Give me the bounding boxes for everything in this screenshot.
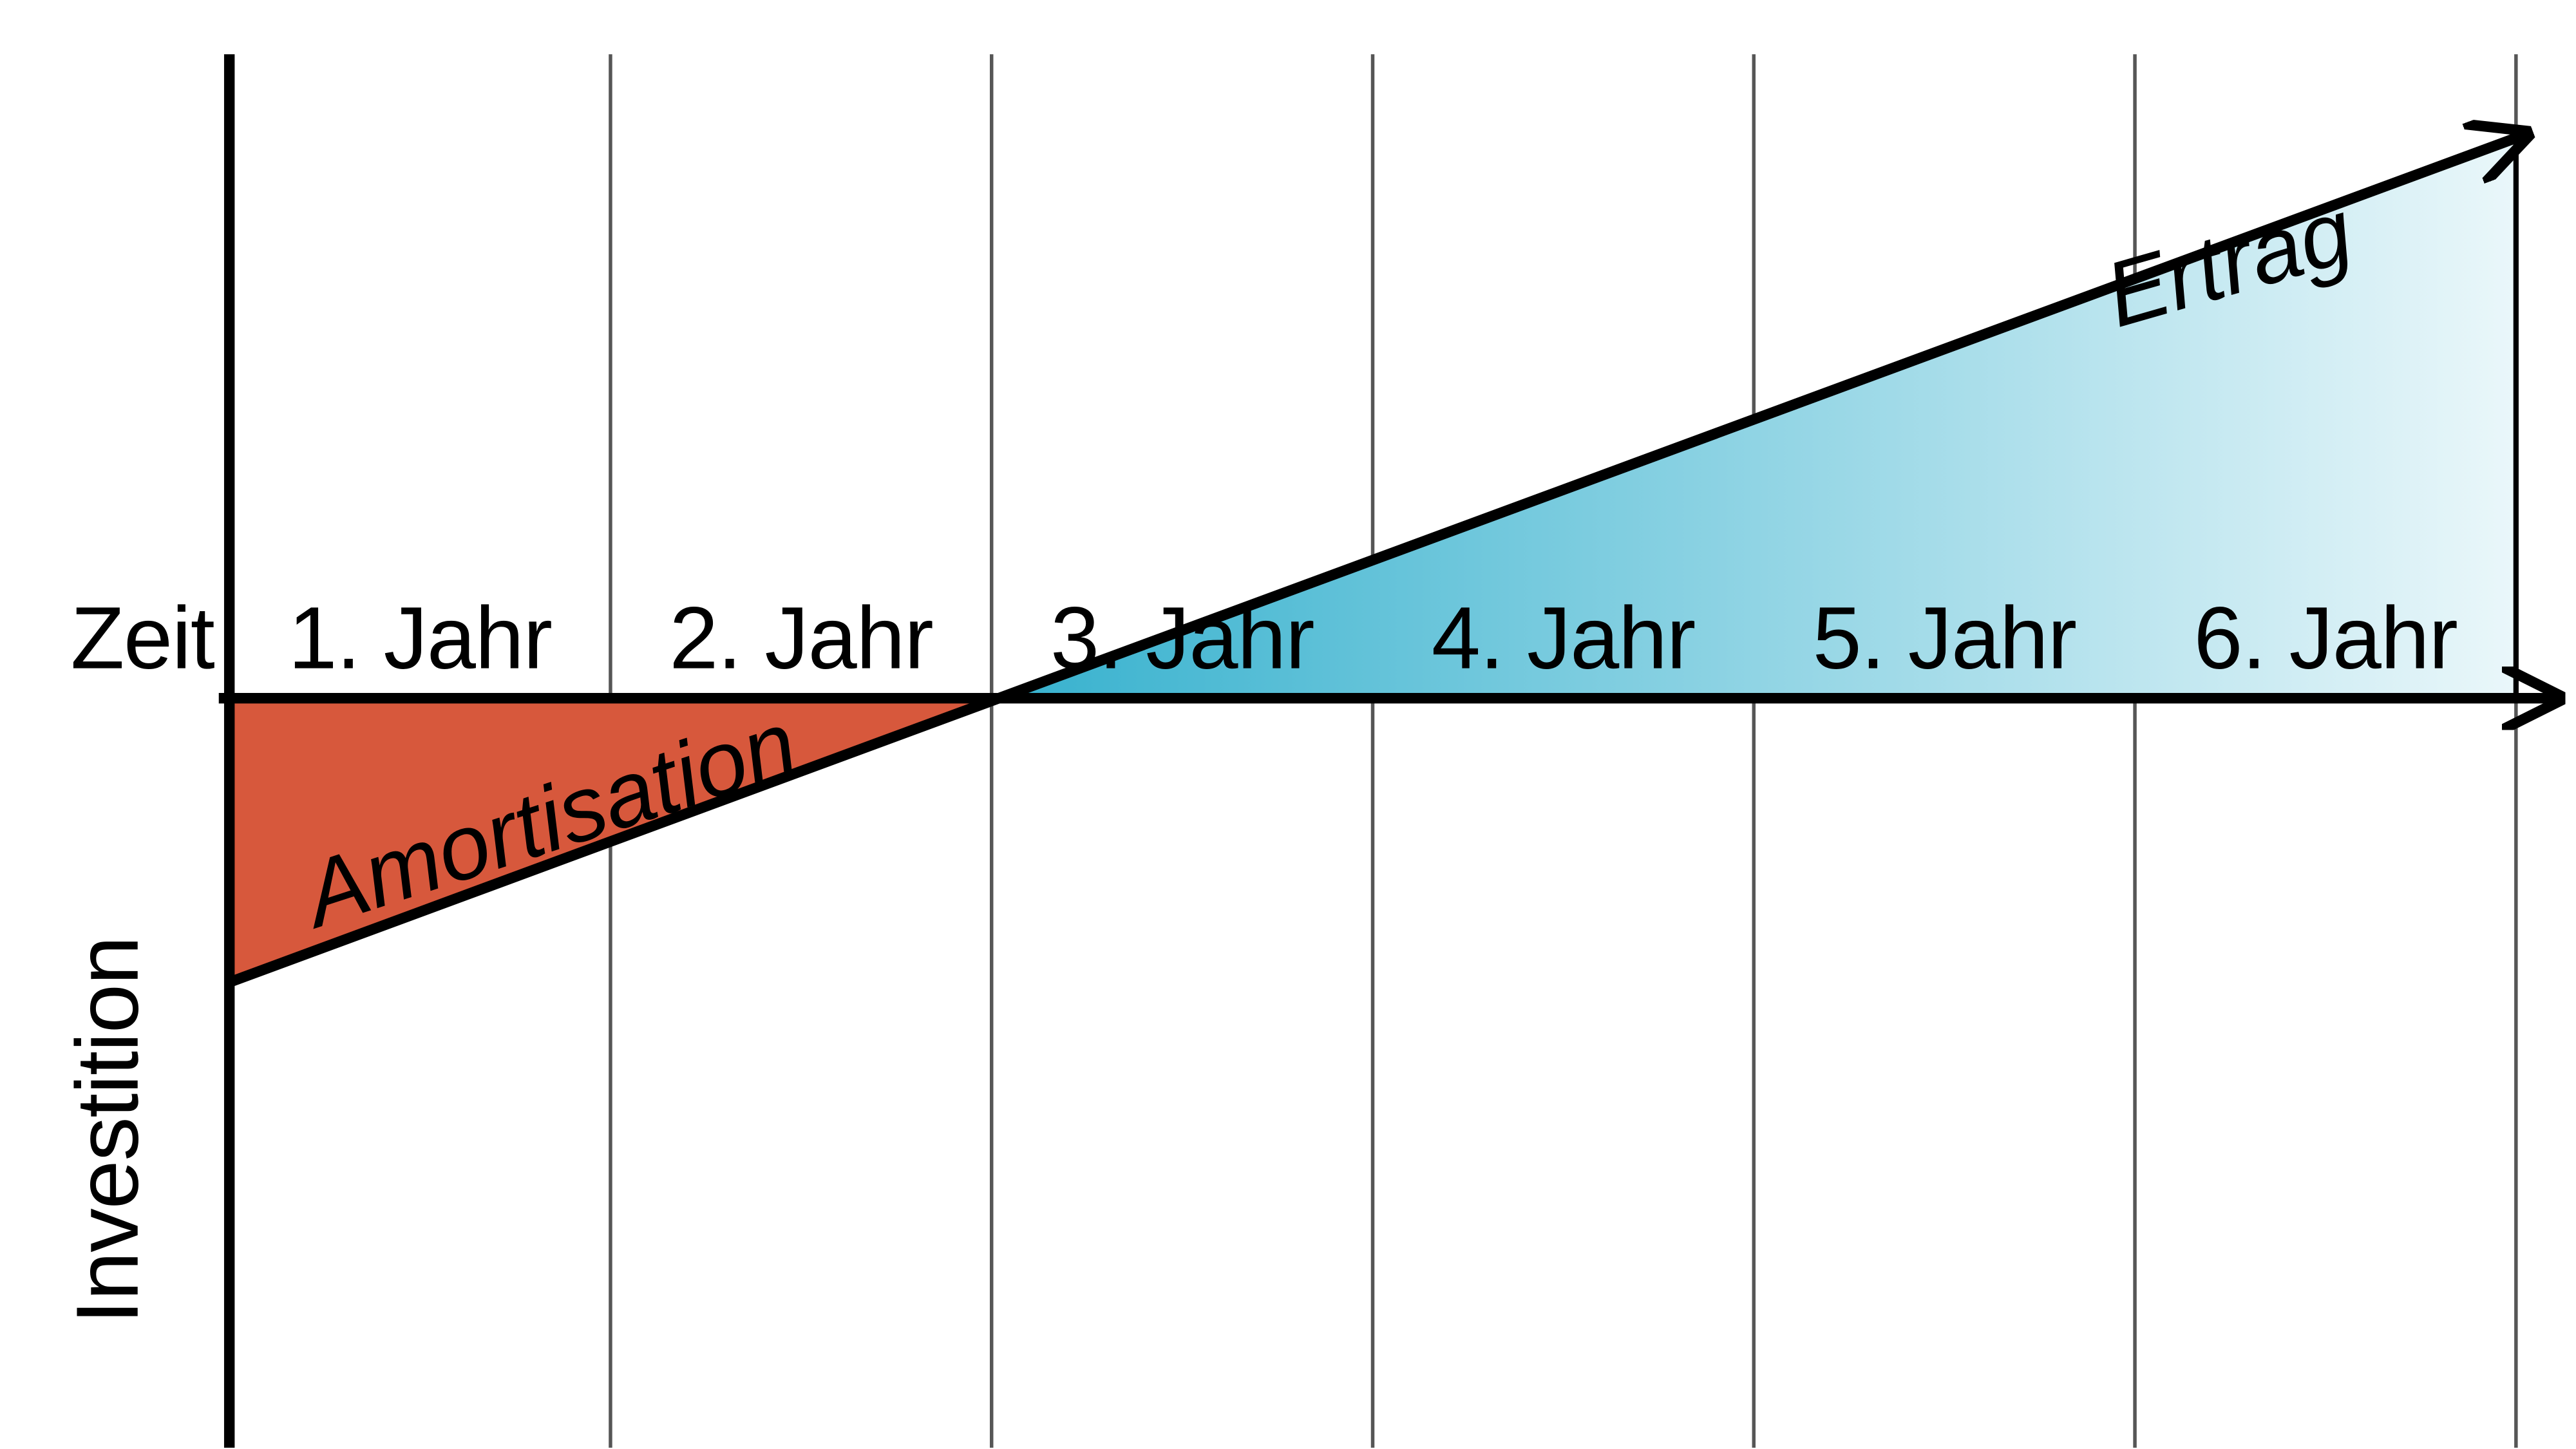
- investment-axis-label: Investition: [59, 936, 157, 1324]
- amortisation-diagram: 1. Jahr 2. Jahr 3. Jahr 4. Jahr 5. Jahr 6. Ja…: [0, 1, 2576, 1448]
- year-label: 2. Jahr: [669, 589, 933, 687]
- year-label: 6. Jahr: [2193, 589, 2457, 687]
- year-label: 4. Jahr: [1432, 589, 1695, 687]
- year-label: 5. Jahr: [1813, 589, 2076, 687]
- diagram-container: 1. Jahr 2. Jahr 3. Jahr 4. Jahr 5. Jahr 6. Ja…: [0, 0, 2576, 1449]
- year-label: 1. Jahr: [288, 589, 551, 687]
- year-label: 3. Jahr: [1050, 589, 1314, 687]
- time-axis-label: Zeit: [71, 589, 215, 687]
